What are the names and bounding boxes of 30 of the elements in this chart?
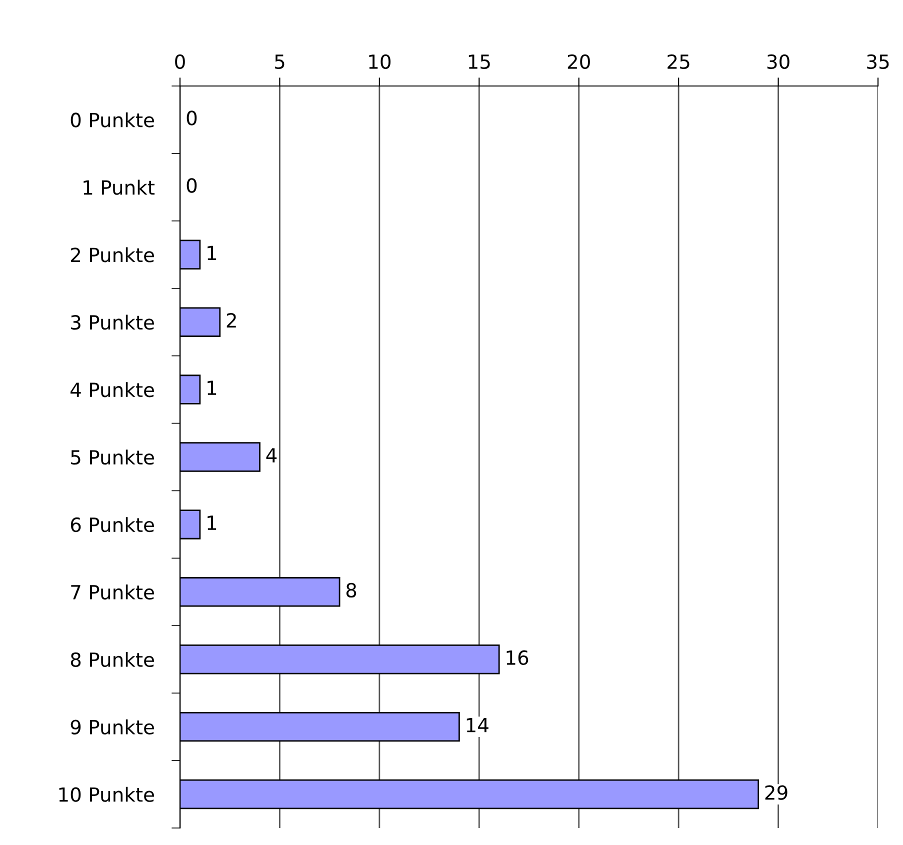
data-label: 14	[466, 718, 488, 732]
data-label: 1	[208, 516, 216, 530]
y-tick-label: 0 Punkte	[70, 112, 154, 128]
y-tick-label: 4 Punkte	[70, 382, 154, 398]
y-tick-label: 5 Punkte	[71, 450, 154, 465]
x-tick-label: 10	[369, 54, 391, 70]
data-label: 2	[226, 313, 236, 328]
y-tick-label: 6 Punkte	[70, 517, 154, 532]
y-tick-label: 8 Punkte	[70, 652, 154, 668]
y-tick-label: 1 Punkt	[84, 180, 155, 195]
x-tick-label: 20	[568, 54, 590, 70]
x-tick-label: 0	[175, 54, 185, 70]
data-label: 4	[266, 448, 277, 462]
data-label: 1	[208, 246, 216, 260]
data-label: 0	[186, 110, 197, 126]
y-tick-label: 7 Punkte	[71, 584, 154, 600]
x-tick-label: 5	[275, 54, 284, 70]
data-label: 8	[346, 582, 356, 598]
data-label: 0	[186, 178, 197, 193]
x-tick-label: 15	[468, 54, 490, 70]
data-label: 16	[506, 650, 528, 666]
x-tick-label: 35	[867, 54, 889, 70]
x-tick-label: 25	[668, 54, 690, 70]
y-tick-label: 10 Punkte	[59, 786, 154, 802]
y-tick-label: 2 Punkte	[70, 247, 154, 262]
x-tick-label: 30	[767, 54, 790, 70]
data-label: 29	[765, 785, 788, 800]
y-tick-label: 9 Punkte	[70, 719, 154, 734]
y-tick-label: 3 Punkte	[71, 314, 154, 330]
data-label: 1	[208, 380, 216, 395]
